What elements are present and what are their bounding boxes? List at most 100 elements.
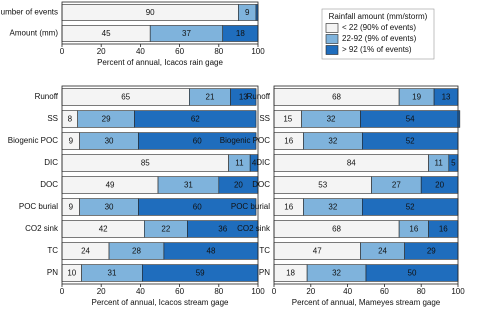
data-label: 32: [327, 115, 336, 124]
data-label: 52: [406, 203, 415, 212]
y-tick-label: DOC: [40, 180, 58, 189]
x-tick-label: 80: [214, 47, 223, 56]
data-label: 60: [193, 203, 202, 212]
data-label: 50: [408, 269, 417, 278]
data-label: 21: [206, 93, 215, 102]
x-tick-label: 100: [251, 287, 265, 296]
data-label: 20: [435, 181, 444, 190]
bar-segment: [138, 132, 257, 150]
data-label: 16: [284, 203, 293, 212]
data-label: 29: [427, 247, 436, 256]
data-label: 32: [328, 137, 337, 146]
legend-label: > 92 (1% of events): [342, 45, 412, 54]
legend-label: < 22 (90% of events): [342, 23, 416, 32]
y-tick-label: SS: [259, 114, 270, 123]
x-tick-label: 100: [451, 287, 465, 296]
y-tick-label: Amount (mm): [10, 29, 59, 38]
plot-frame: [273, 85, 459, 285]
data-label: 36: [218, 225, 227, 234]
legend-box: [321, 8, 435, 60]
x-tick-label: 20: [97, 47, 106, 56]
x-tick-label: 80: [214, 287, 223, 296]
y-tick-label: TC: [259, 246, 270, 255]
y-tick-label: PN: [47, 268, 58, 277]
data-label: 49: [106, 181, 115, 190]
y-tick-label: POC burial: [19, 202, 58, 211]
x-tick-label: 100: [251, 47, 265, 56]
data-label: 9: [69, 137, 74, 146]
x-tick-label: 0: [60, 47, 65, 56]
data-label: 52: [406, 137, 415, 146]
data-label: 13: [442, 93, 451, 102]
data-label: 16: [284, 137, 293, 146]
bar-segment: [134, 110, 257, 128]
x-tick-label: 20: [97, 287, 106, 296]
data-label: 32: [332, 269, 341, 278]
data-label: 31: [108, 269, 117, 278]
legend-swatch: [325, 45, 339, 55]
data-label: 42: [99, 225, 108, 234]
data-label: 30: [105, 137, 114, 146]
data-label: 24: [378, 247, 387, 256]
data-label: 32: [328, 203, 337, 212]
data-label: 53: [318, 181, 327, 190]
legend-label: 22-92 (9% of events): [342, 34, 417, 43]
data-label: 15: [283, 115, 292, 124]
x-axis-label: Percent of annual, Icacos rain gage: [97, 58, 223, 67]
x-tick-label: 20: [306, 287, 315, 296]
x-tick-label: 80: [417, 287, 426, 296]
x-tick-label: 0: [272, 287, 277, 296]
y-tick-label: DIC: [44, 158, 58, 167]
y-tick-label: DIC: [256, 158, 270, 167]
x-tick-label: 60: [380, 287, 389, 296]
y-tick-label: SS: [47, 114, 58, 123]
bar-segment: [138, 198, 257, 216]
bar-segment: [230, 88, 257, 106]
data-label: 9: [69, 203, 74, 212]
data-label: 59: [196, 269, 205, 278]
data-label: 5: [451, 159, 456, 168]
data-label: 47: [313, 247, 322, 256]
data-label: 20: [234, 181, 243, 190]
legend-title: Rainfall amount (mm/storm): [329, 12, 428, 21]
x-axis-label: Percent of annual, Icacos stream gage: [92, 298, 230, 307]
data-label: 85: [141, 159, 150, 168]
data-label: 29: [102, 115, 111, 124]
data-label: 16: [409, 225, 418, 234]
data-label: 24: [81, 247, 90, 256]
y-tick-label: Runoff: [247, 92, 271, 101]
y-tick-label: Biogenic POC: [220, 136, 270, 145]
y-tick-label: PN: [259, 268, 270, 277]
data-label: 45: [102, 29, 111, 38]
x-tick-label: 40: [136, 287, 145, 296]
bar-segment: [360, 110, 461, 128]
data-label: 10: [67, 269, 76, 278]
legend-swatch: [325, 34, 339, 44]
data-label: 19: [412, 93, 421, 102]
y-tick-label: DOC: [252, 180, 270, 189]
data-label: 8: [68, 115, 73, 124]
y-tick-label: TC: [47, 246, 58, 255]
data-label: 13: [239, 93, 248, 102]
data-label: 60: [193, 137, 202, 146]
plot-frame: [61, 1, 259, 45]
data-label: 31: [184, 181, 193, 190]
y-tick-label: Number of events: [0, 8, 58, 17]
data-label: 48: [207, 247, 216, 256]
y-tick-label: CO2 sink: [25, 224, 59, 233]
data-label: 65: [121, 93, 130, 102]
y-tick-label: Runoff: [35, 92, 59, 101]
data-label: 68: [332, 225, 341, 234]
legend-swatch: [325, 23, 339, 33]
x-tick-label: 60: [175, 287, 184, 296]
data-label: 30: [105, 203, 114, 212]
plot-frame: [61, 85, 259, 285]
data-label: 27: [392, 181, 401, 190]
x-tick-label: 60: [175, 47, 184, 56]
data-label: 90: [146, 8, 155, 17]
data-label: 22: [161, 225, 170, 234]
data-label: 28: [132, 247, 141, 256]
data-label: 68: [332, 93, 341, 102]
x-tick-label: 0: [60, 287, 65, 296]
